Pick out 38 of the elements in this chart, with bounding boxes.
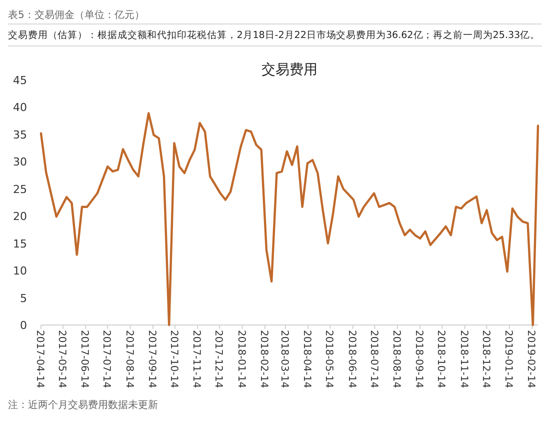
y-tick-label: 35 xyxy=(13,128,27,142)
x-tick-label: 2019-01-14 xyxy=(502,330,514,388)
y-tick-label: 45 xyxy=(13,74,27,87)
line-series xyxy=(40,112,540,326)
y-tick-label: 15 xyxy=(13,237,27,250)
text: 表5：交易佣金（单位：亿元） xyxy=(8,9,144,21)
y-tick-label: 25 xyxy=(13,182,27,196)
x-tick-label: 2018-08-14 xyxy=(390,330,402,388)
x-tick-label: 2018-06-14 xyxy=(346,330,357,388)
x-tick-label: 2017-11-14 xyxy=(190,330,202,388)
x-tick-label: 2018-02-14 xyxy=(258,330,269,388)
x-tick-label: 2017-09-14 xyxy=(146,330,157,388)
x-tick-label: 2018-07-14 xyxy=(368,330,379,388)
y-tick-label: 30 xyxy=(13,156,27,169)
x-tick-label: 2018-01-14 xyxy=(235,330,246,388)
x-tick-label: 2017-10-14 xyxy=(168,330,179,388)
x-tick-label: 2019-02-14 xyxy=(525,330,536,388)
x-tick-label: 2018-11-14 xyxy=(458,330,469,388)
y-tick-label: 5 xyxy=(20,292,27,305)
x-tick-label: 2017-12-14 xyxy=(212,330,224,388)
x-tick-label: 2018-09-14 xyxy=(413,330,424,388)
x-tick-label: 2018-10-14 xyxy=(435,330,446,388)
y-tick-label: 40 xyxy=(13,101,27,114)
chart-title: 交易费用 xyxy=(262,62,318,78)
x-tick-label: 2017-06-14 xyxy=(78,330,90,388)
x-tick-label: 2018-04-14 xyxy=(301,330,312,388)
x-tick-label: 2018-05-14 xyxy=(323,330,334,388)
text: 交易费用（估算）：根据成交额和代扣印花税估算，2月18日-2月22日市场交易费用为36.62亿；再之前一周为25.33亿。 xyxy=(8,29,544,41)
x-tick-label: 2018-03-14 xyxy=(278,330,290,388)
x-tick-label: 2017-08-14 xyxy=(123,330,134,388)
text: 注：近两个月交易费用数据未更新 xyxy=(8,399,158,411)
x-tick-label: 2017-05-14 xyxy=(56,330,67,388)
y-tick-label: 20 xyxy=(13,210,27,224)
x-tick-label: 2017-07-14 xyxy=(100,330,112,388)
y-tick-label: 0 xyxy=(20,319,27,332)
x-tick-label: 2017-04-14 xyxy=(34,330,45,388)
y-tick-label: 10 xyxy=(13,264,27,278)
x-tick-label: 2018-12-14 xyxy=(480,330,491,388)
